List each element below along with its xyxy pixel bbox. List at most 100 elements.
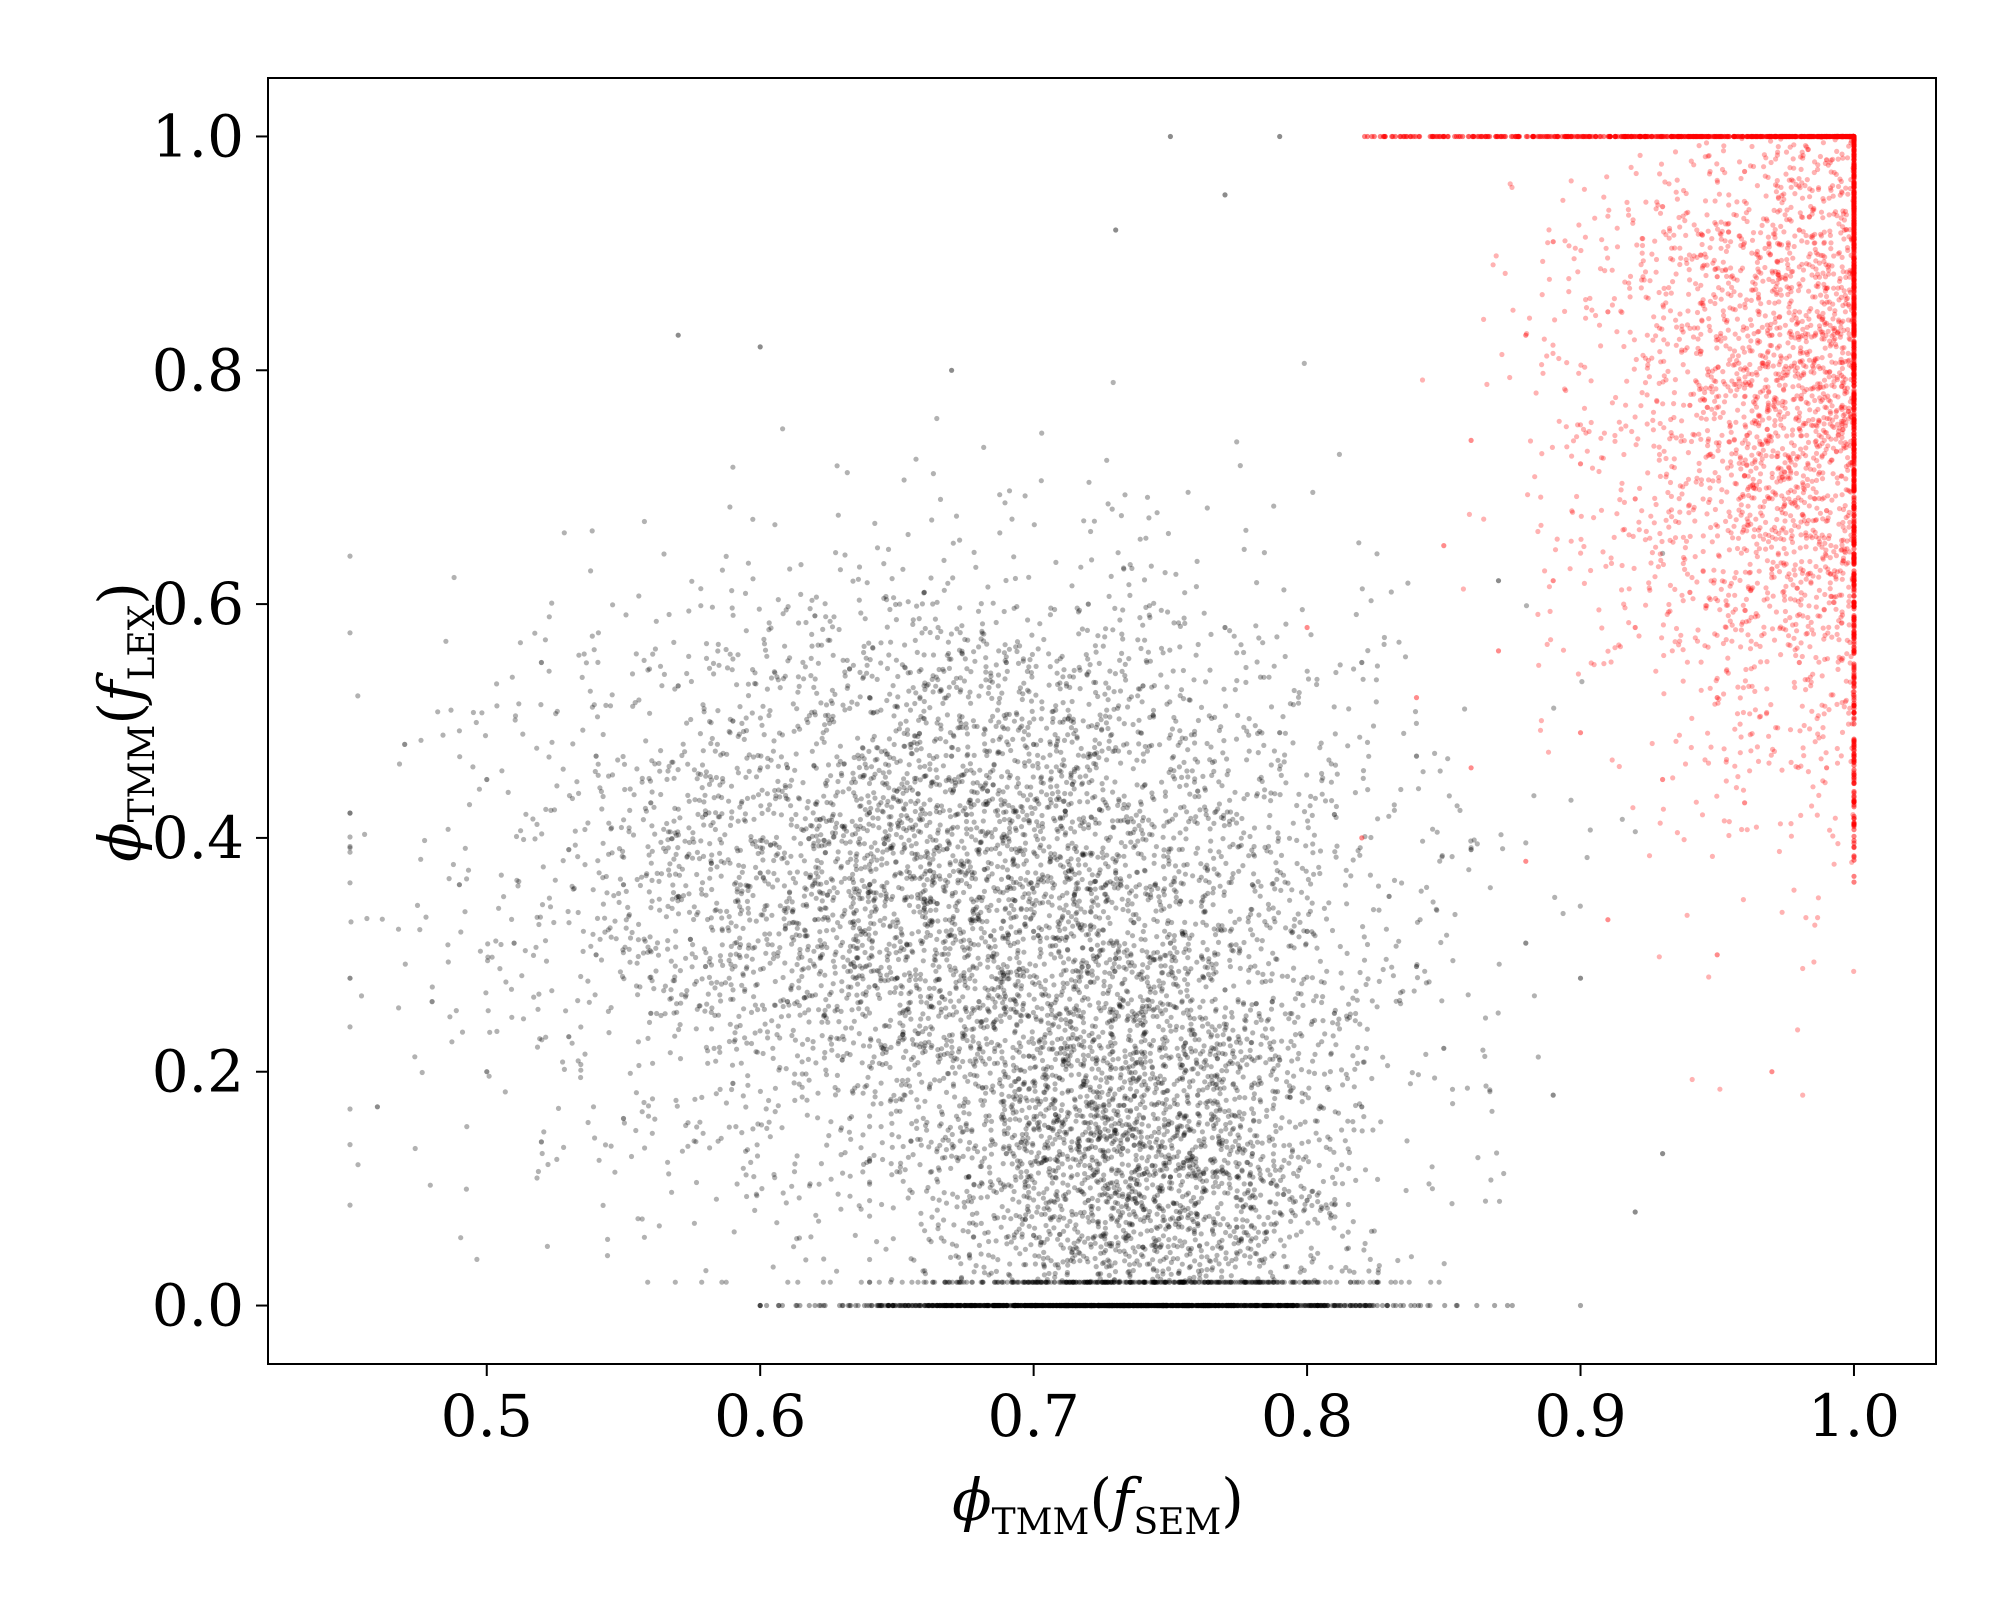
black-point <box>843 1025 849 1031</box>
black-point <box>1445 756 1451 762</box>
black-point <box>518 828 524 834</box>
black-point <box>1216 779 1222 785</box>
black-point <box>1076 631 1082 637</box>
black-point <box>810 1039 816 1045</box>
black-point <box>1185 941 1191 947</box>
black-point <box>785 1279 791 1285</box>
black-point <box>822 712 829 719</box>
black-point <box>1002 1062 1009 1068</box>
black-point <box>979 630 985 636</box>
black-point <box>1055 1036 1061 1042</box>
black-point <box>1482 1053 1488 1059</box>
black-point <box>855 981 861 987</box>
black-point <box>1204 947 1210 953</box>
black-point <box>914 985 920 991</box>
black-point <box>854 974 860 981</box>
black-point <box>831 885 837 891</box>
black-point <box>952 933 958 939</box>
black-point <box>876 1060 882 1066</box>
black-point <box>705 1060 711 1066</box>
black-point <box>1181 615 1187 621</box>
black-point <box>1047 752 1053 758</box>
black-point <box>807 874 814 880</box>
black-point <box>848 1025 855 1031</box>
black-point <box>907 669 914 676</box>
black-point <box>929 779 935 785</box>
black-point <box>789 968 795 974</box>
black-point <box>1385 1063 1391 1069</box>
black-point <box>951 680 957 686</box>
black-point <box>744 1193 750 1200</box>
black-point <box>823 905 829 911</box>
black-point <box>1067 673 1073 679</box>
black-point <box>917 875 923 882</box>
black-point <box>692 797 698 803</box>
black-point <box>813 895 819 901</box>
black-point <box>682 749 688 755</box>
black-point <box>1227 844 1233 850</box>
black-point <box>758 912 764 918</box>
black-point <box>849 1007 855 1013</box>
black-point <box>695 909 701 915</box>
black-point <box>1162 876 1168 882</box>
black-point <box>464 1124 470 1130</box>
black-point <box>860 1132 866 1138</box>
black-point <box>964 851 970 857</box>
black-point <box>1184 861 1190 868</box>
black-point <box>913 841 919 847</box>
black-point <box>1116 716 1122 722</box>
black-point <box>947 932 953 938</box>
black-point <box>1434 829 1440 835</box>
black-point <box>850 959 857 966</box>
black-point <box>855 826 861 832</box>
black-point <box>792 880 799 886</box>
black-point <box>713 1196 720 1202</box>
black-point <box>943 778 949 784</box>
black-point <box>700 702 706 708</box>
black-point <box>952 1070 958 1076</box>
black-point <box>868 709 874 715</box>
black-point <box>740 971 746 977</box>
black-point <box>1093 724 1099 731</box>
black-point <box>839 913 845 919</box>
black-point <box>742 986 748 993</box>
black-point <box>880 795 886 801</box>
black-point <box>1048 784 1054 790</box>
black-point <box>902 642 908 648</box>
black-point <box>941 951 947 957</box>
black-point <box>990 1021 996 1027</box>
black-point <box>1166 849 1172 855</box>
black-point <box>1030 774 1036 780</box>
black-point <box>1026 891 1032 897</box>
black-point <box>1294 837 1300 844</box>
black-point <box>1195 759 1201 765</box>
black-point <box>647 710 653 716</box>
black-point <box>823 1015 829 1021</box>
black-point <box>1151 714 1157 720</box>
black-point <box>1253 623 1259 629</box>
black-point <box>635 953 641 960</box>
black-point <box>977 767 983 773</box>
black-point <box>1399 880 1405 886</box>
black-point <box>698 886 705 893</box>
black-point <box>1073 844 1079 850</box>
black-point <box>1087 937 1093 943</box>
black-point <box>1047 777 1053 783</box>
black-point <box>894 1169 900 1175</box>
black-point <box>936 1013 942 1019</box>
black-point <box>1466 867 1472 873</box>
black-point <box>1076 989 1082 996</box>
black-point <box>879 1140 885 1146</box>
black-point <box>933 873 939 879</box>
black-point <box>1112 955 1118 962</box>
black-point <box>629 929 635 936</box>
black-point <box>850 871 856 878</box>
black-point <box>936 1000 942 1006</box>
black-point <box>1230 1027 1236 1033</box>
black-point <box>827 888 833 894</box>
black-point <box>891 943 897 949</box>
black-point <box>734 765 740 771</box>
black-point <box>1283 925 1289 931</box>
black-point <box>1028 880 1034 886</box>
black-point <box>736 952 742 958</box>
